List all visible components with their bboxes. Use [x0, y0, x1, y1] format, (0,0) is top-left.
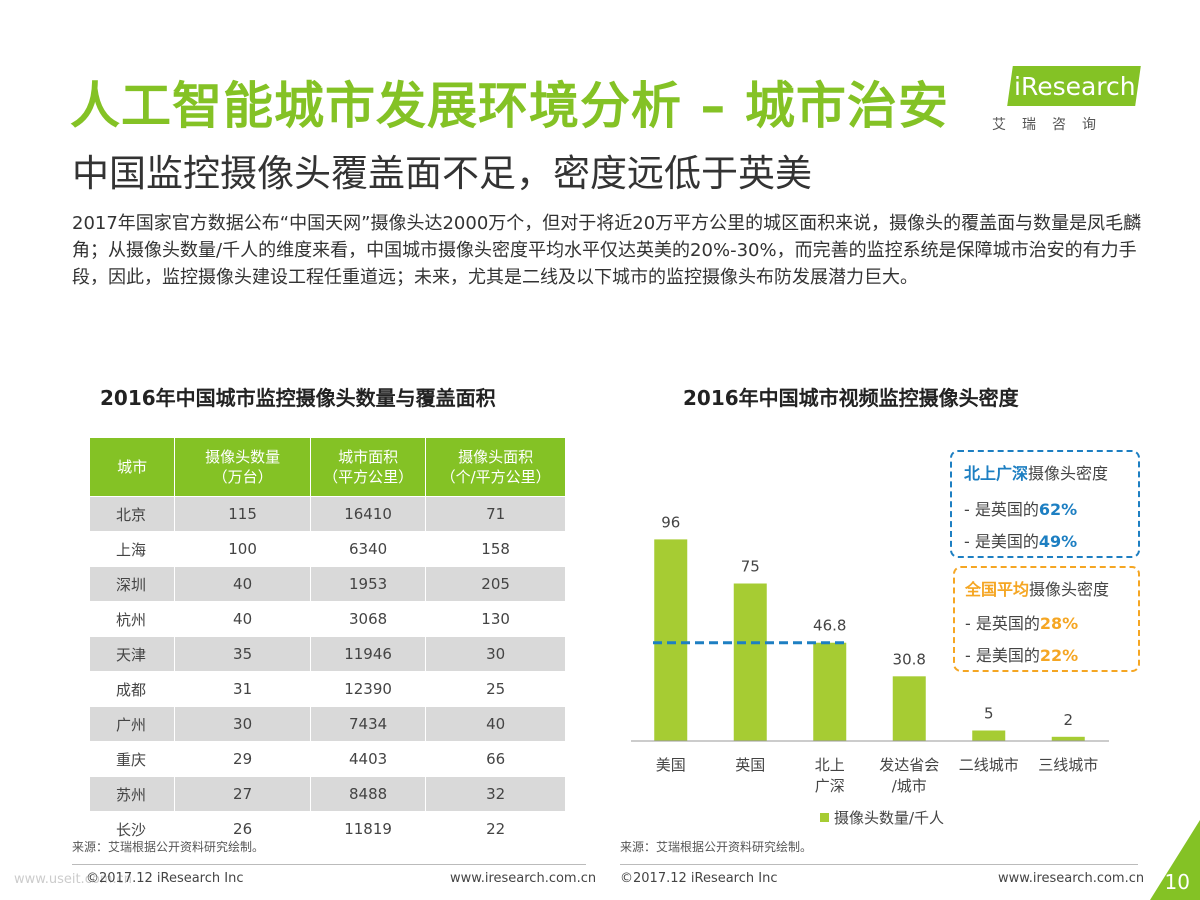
- chart-category-label: 广深: [815, 777, 845, 795]
- chart-bar: [813, 642, 847, 741]
- density-bar-chart: 96 美国 75 英国 46.8 北上广深 30.8 发达省会/城市 5 二线城市 2 三线城市摄像头…: [631, 513, 1109, 827]
- table-row: 北京 115 16410 71: [88, 496, 566, 532]
- table-title: 2016年中国城市监控摄像头数量与覆盖面积: [100, 386, 496, 410]
- footer-divider-right: [620, 864, 1138, 865]
- chart-bar: [733, 583, 767, 741]
- header-city: 城市: [88, 437, 176, 497]
- header-area: 城市面积 （平方公里）: [309, 437, 427, 497]
- footer-copyright-right: ©2017.12 iResearch Inc: [620, 871, 778, 886]
- tier1-callout-us: - 是美国的49%: [964, 532, 1078, 551]
- chart-bar: [892, 676, 926, 741]
- logo-text: iResearch: [1014, 72, 1136, 101]
- table-row: 苏州 27 8488 32: [88, 776, 566, 812]
- footer-url-left[interactable]: www.iresearch.com.cn: [450, 871, 597, 886]
- chart-category-label: 发达省会: [879, 756, 939, 774]
- logo-chinese-text: 艾瑞咨询: [992, 117, 1112, 133]
- page-corner-decoration: [1150, 820, 1200, 900]
- table-row: 成都 31 12390 25: [88, 671, 566, 707]
- footer-copyright-left: ©2017.12 iResearch Inc: [86, 871, 244, 886]
- chart-category-label: 北上: [815, 756, 845, 774]
- table-row: 广州 30 7434 40: [88, 706, 566, 742]
- national-callout-uk: - 是英国的28%: [965, 614, 1079, 633]
- chart-data-label: 5: [984, 705, 994, 723]
- page-number: 10: [1164, 870, 1190, 894]
- intro-paragraph: 2017年国家官方数据公布“中国天网”摄像头达2000万个，但对于将近20万平方…: [72, 213, 1142, 288]
- chart-category-label: 英国: [735, 756, 765, 774]
- tier1-callout-head: 北上广深摄像头密度: [964, 464, 1109, 483]
- table-row: 天津 35 11946 30: [88, 636, 566, 672]
- header-density: 摄像头面积 （个/平方公里）: [425, 437, 566, 497]
- page-subtitle: 中国监控摄像头覆盖面不足，密度远低于英美: [72, 152, 812, 195]
- chart-category-label: 二线城市: [959, 756, 1019, 774]
- camera-table: 城市 摄像头数量 （万台） 城市面积 （平方公里） 摄像头面积 （个/平方公里） 北京…: [88, 437, 566, 847]
- table-row: 长沙 26 11819 22: [88, 811, 566, 847]
- tier1-callout-uk: - 是英国的62%: [964, 500, 1078, 519]
- chart-bar: [972, 730, 1006, 741]
- table-row: 杭州 40 3068 130: [88, 601, 566, 637]
- chart-data-label: 46.8: [813, 617, 846, 635]
- chart-data-label: 2: [1063, 711, 1073, 729]
- footer-url-right[interactable]: www.iresearch.com.cn: [998, 871, 1145, 886]
- chart-data-label: 30.8: [893, 650, 926, 668]
- table-source: 来源：艾瑞根据公开资料研究绘制。: [72, 840, 265, 854]
- chart-category-label: 美国: [656, 756, 686, 774]
- chart-data-label: 75: [741, 558, 760, 576]
- national-callout-us: - 是美国的22%: [965, 646, 1079, 665]
- chart-data-label: 96: [661, 513, 680, 531]
- footer-divider-left: [72, 864, 586, 865]
- header-cameras: 摄像头数量 （万台）: [174, 437, 311, 497]
- watermark: www.useit.com.cn: [14, 872, 132, 887]
- national-callout: 全国平均摄像头密度 - 是英国的28% - 是美国的22%: [953, 566, 1140, 672]
- table-row: 重庆 29 4403 66: [88, 741, 566, 777]
- table-row: 深圳 40 1953 205: [88, 566, 566, 602]
- iresearch-logo: iResearch 艾瑞咨询: [990, 62, 1141, 142]
- chart-legend-label: 摄像头数量/千人: [834, 809, 944, 827]
- chart-title: 2016年中国城市视频监控摄像头密度: [683, 386, 1019, 410]
- table-row: 上海 100 6340 158: [88, 531, 566, 567]
- chart-category-label: /城市: [892, 777, 927, 795]
- chart-bar: [654, 539, 688, 741]
- page-title: 人工智能城市发展环境分析 – 城市治安: [70, 77, 949, 135]
- chart-legend-swatch: [820, 813, 829, 822]
- chart-source: 来源：艾瑞根据公开资料研究绘制。: [620, 840, 813, 854]
- chart-bar: [1051, 736, 1085, 741]
- chart-category-label: 三线城市: [1038, 756, 1098, 774]
- tier1-callout: 北上广深摄像头密度 - 是英国的62% - 是美国的49%: [950, 450, 1140, 558]
- national-callout-head: 全国平均摄像头密度: [965, 580, 1110, 599]
